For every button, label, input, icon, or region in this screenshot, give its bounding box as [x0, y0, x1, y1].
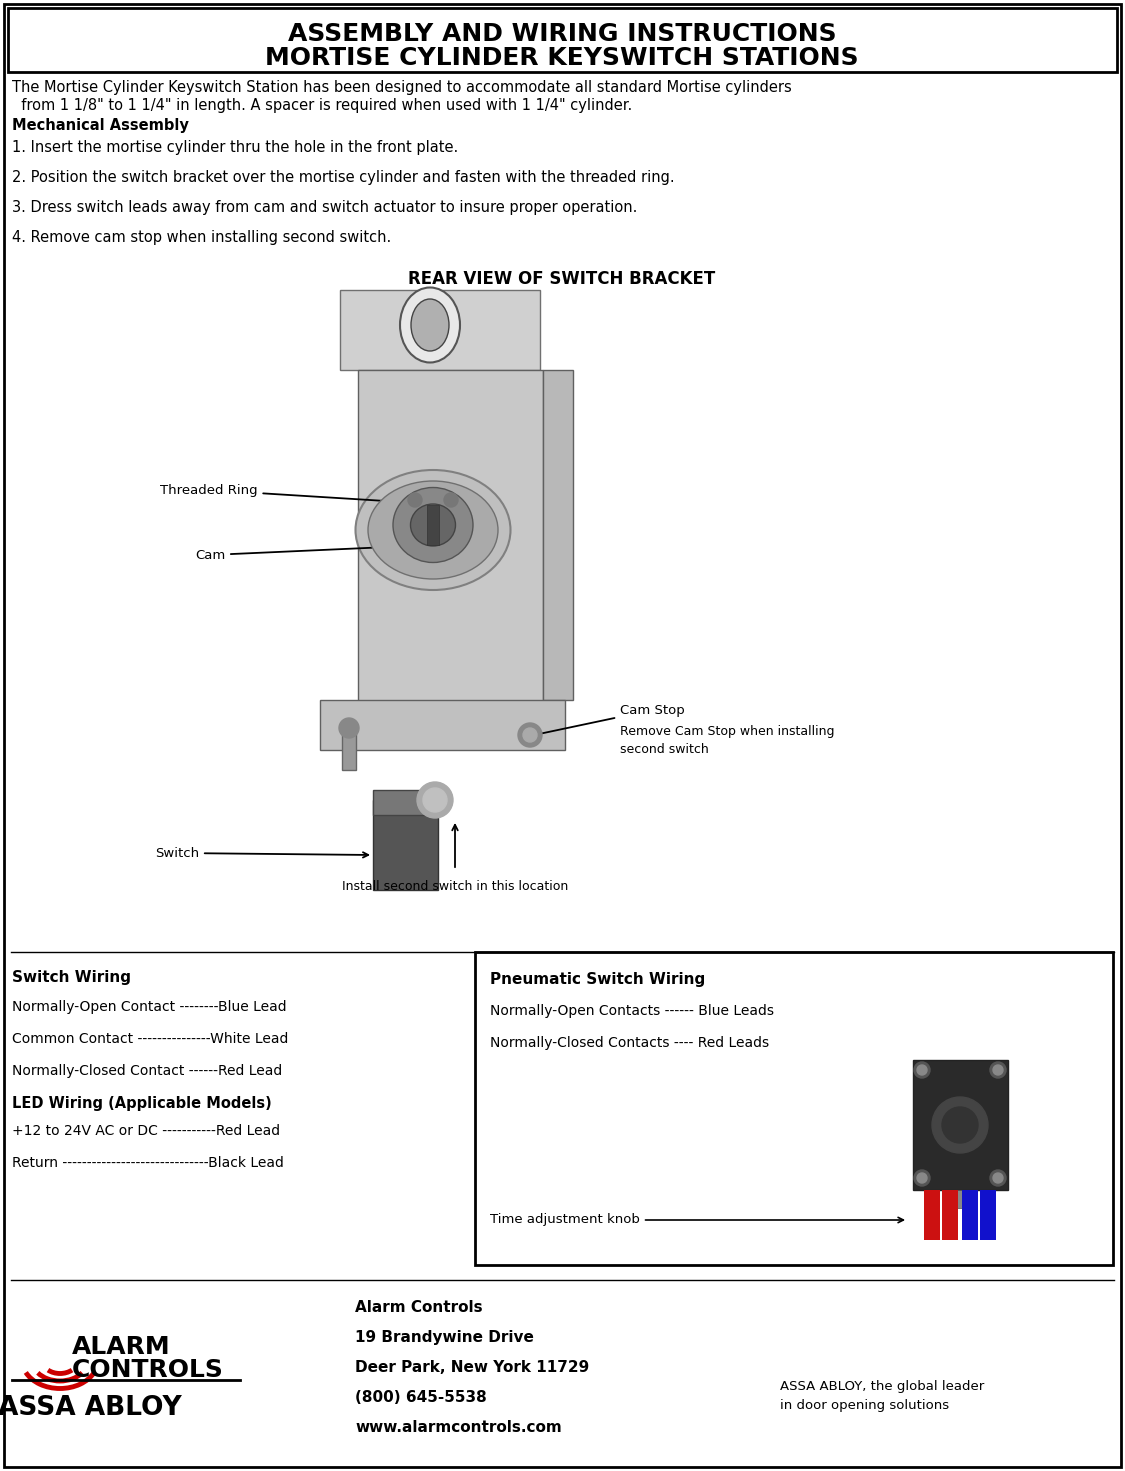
Circle shape: [990, 1169, 1006, 1186]
Text: Normally-Open Contacts ------ Blue Leads: Normally-Open Contacts ------ Blue Leads: [490, 1005, 774, 1018]
Circle shape: [990, 1062, 1006, 1078]
Circle shape: [417, 783, 453, 818]
Circle shape: [518, 724, 542, 747]
Text: The Mortise Cylinder Keyswitch Station has been designed to accommodate all stan: The Mortise Cylinder Keyswitch Station h…: [12, 79, 792, 96]
Text: +12 to 24V AC or DC -----------Red Lead: +12 to 24V AC or DC -----------Red Lead: [12, 1124, 280, 1139]
Text: Common Contact ---------------White Lead: Common Contact ---------------White Lead: [12, 1033, 288, 1046]
Bar: [955, 1190, 965, 1208]
Text: 2. Position the switch bracket over the mortise cylinder and fasten with the thr: 2. Position the switch bracket over the …: [12, 171, 675, 185]
Text: LED Wiring (Applicable Models): LED Wiring (Applicable Models): [12, 1096, 272, 1111]
Text: Deer Park, New York 11729: Deer Park, New York 11729: [356, 1361, 590, 1375]
Bar: [962, 1190, 978, 1240]
Text: Normally-Closed Contact ------Red Lead: Normally-Closed Contact ------Red Lead: [12, 1064, 282, 1078]
Circle shape: [993, 1065, 1004, 1075]
Circle shape: [339, 718, 359, 738]
Text: Normally-Closed Contacts ---- Red Leads: Normally-Closed Contacts ---- Red Leads: [490, 1036, 770, 1050]
Text: www.alarmcontrols.com: www.alarmcontrols.com: [356, 1420, 561, 1436]
Text: Threaded Ring: Threaded Ring: [160, 484, 446, 507]
Bar: [543, 371, 573, 700]
Text: Mechanical Assembly: Mechanical Assembly: [12, 118, 189, 132]
Circle shape: [423, 788, 447, 812]
Bar: [358, 371, 543, 730]
Text: Pneumatic Switch Wiring: Pneumatic Switch Wiring: [490, 972, 705, 987]
Text: Alarm Controls: Alarm Controls: [356, 1300, 483, 1315]
Text: Cam Stop: Cam Stop: [524, 703, 685, 738]
Text: (800) 645-5538: (800) 645-5538: [356, 1390, 487, 1405]
Bar: [340, 290, 540, 371]
Bar: [924, 1190, 940, 1240]
Text: ALARM: ALARM: [72, 1336, 171, 1359]
Circle shape: [444, 493, 458, 507]
Text: from 1 1/8" to 1 1/4" in length. A spacer is required when used with 1 1/4" cyli: from 1 1/8" to 1 1/4" in length. A space…: [12, 99, 632, 113]
Text: ASSA ABLOY: ASSA ABLOY: [0, 1395, 182, 1421]
Ellipse shape: [411, 299, 449, 352]
Text: Cam: Cam: [195, 543, 429, 562]
Text: ASSA ABLOY, the global leader
in door opening solutions: ASSA ABLOY, the global leader in door op…: [780, 1380, 984, 1412]
Text: MORTISE CYLINDER KEYSWITCH STATIONS: MORTISE CYLINDER KEYSWITCH STATIONS: [266, 46, 858, 71]
Ellipse shape: [411, 505, 456, 546]
Text: 4. Remove cam stop when installing second switch.: 4. Remove cam stop when installing secon…: [12, 229, 391, 246]
Ellipse shape: [400, 287, 460, 362]
Text: Switch: Switch: [155, 846, 368, 859]
Text: Install second switch in this location: Install second switch in this location: [342, 880, 568, 893]
Circle shape: [914, 1062, 930, 1078]
Circle shape: [932, 1097, 988, 1153]
Text: 1. Insert the mortise cylinder thru the hole in the front plate.: 1. Insert the mortise cylinder thru the …: [12, 140, 458, 154]
Bar: [319, 700, 565, 750]
Ellipse shape: [356, 471, 511, 590]
Bar: [342, 725, 356, 769]
Bar: [914, 1061, 1008, 1190]
Text: Switch Wiring: Switch Wiring: [12, 969, 130, 986]
Circle shape: [917, 1172, 927, 1183]
Text: Normally-Open Contact --------Blue Lead: Normally-Open Contact --------Blue Lead: [12, 1000, 287, 1014]
Text: 3. Dress switch leads away from cam and switch actuator to insure proper operati: 3. Dress switch leads away from cam and …: [12, 200, 638, 215]
Bar: [980, 1190, 996, 1240]
Text: ASSEMBLY AND WIRING INSTRUCTIONS: ASSEMBLY AND WIRING INSTRUCTIONS: [288, 22, 836, 46]
Circle shape: [917, 1065, 927, 1075]
Bar: [475, 952, 1113, 1265]
Ellipse shape: [368, 481, 498, 580]
Bar: [8, 7, 1117, 72]
Text: 19 Brandywine Drive: 19 Brandywine Drive: [356, 1330, 534, 1344]
Text: REAR VIEW OF SWITCH BRACKET: REAR VIEW OF SWITCH BRACKET: [408, 271, 716, 288]
Text: CONTROLS: CONTROLS: [72, 1358, 224, 1381]
Circle shape: [523, 728, 537, 741]
Bar: [374, 790, 438, 815]
Text: Time adjustment knob: Time adjustment knob: [490, 1214, 903, 1227]
Text: Remove Cam Stop when installing
second switch: Remove Cam Stop when installing second s…: [620, 725, 835, 756]
Bar: [942, 1190, 958, 1240]
Ellipse shape: [393, 487, 472, 562]
Circle shape: [408, 493, 422, 507]
Circle shape: [993, 1172, 1004, 1183]
Bar: [374, 800, 438, 890]
Circle shape: [914, 1169, 930, 1186]
Bar: [428, 505, 439, 544]
Text: Return ------------------------------Black Lead: Return ------------------------------Bla…: [12, 1156, 284, 1169]
Circle shape: [942, 1108, 978, 1143]
